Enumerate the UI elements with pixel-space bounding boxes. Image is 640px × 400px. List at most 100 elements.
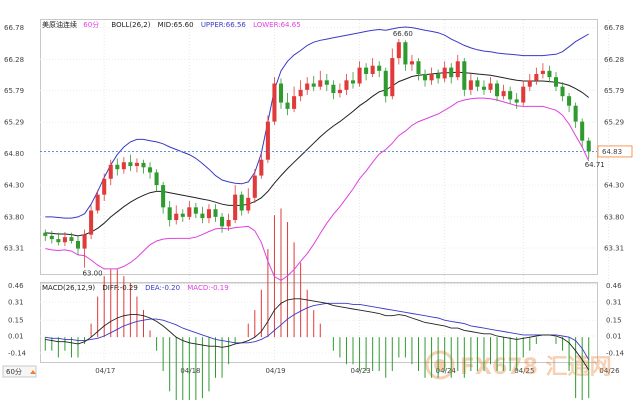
period-button[interactable]: 60分 [2,365,37,378]
candle-body [370,65,375,74]
candle-body [403,42,408,65]
candle-body [344,80,349,90]
macd-tick-right: 0.01 [606,333,622,341]
candle-body [167,207,172,221]
candle-body [436,73,441,79]
candle-body [409,61,414,65]
price-axis-ticks: 66.78 66.78 66.28 66.28 65.79 65.79 65.29 65.29… [4,24,624,252]
candle-body [377,65,382,71]
candle-body [305,83,310,90]
boll-mid-value: MID:65.60 [158,21,194,29]
candle-body [580,121,585,141]
price-tick-left: 63.80 [4,213,24,221]
macd-tick-right: -0.14 [606,349,625,357]
candle-body [390,58,395,97]
high-annotation: 66.60 [393,30,413,38]
candle-body [364,67,369,74]
candle-body [200,213,205,219]
candle-body [383,70,388,97]
candle-body [148,167,153,173]
date-tick-label: 04/23 [351,367,371,375]
candle-body [481,86,486,90]
candle-body [233,194,238,221]
symbol-name: 美原油连续 [42,20,77,29]
candle-body [180,213,185,217]
diff-line [45,298,590,371]
candle-body [252,175,257,198]
macd-tick-left: 0.46 [8,282,24,290]
price-tick-left: 64.30 [4,182,24,190]
last-low-annotation: 64.71 [585,161,605,169]
candle-body [43,232,48,236]
candle-body [462,61,467,90]
candle-body [514,99,519,103]
macd-axis-ticks: 0.46 0.46 0.31 0.31 0.15 0.15 0.01 0.01 -0.14 -0.… [8,282,625,358]
macd-macd-value: MACD:-0.19 [187,284,228,292]
candle-body [69,237,74,241]
current-price-tag: 64.83 [597,145,633,158]
date-tick-label: 04/17 [95,367,115,375]
macd-tick-right: 0.15 [606,317,622,325]
candle-body [331,84,336,94]
candle-body [292,96,297,109]
candle-body [134,162,139,167]
candle-body [350,80,356,84]
candle-body [128,162,133,167]
candle-body [108,164,113,179]
candle-body [423,73,428,81]
candle-body [357,67,362,84]
candle-body [265,121,270,160]
candle-body [573,105,578,122]
price-tick-right: 64.30 [604,182,624,190]
price-tick-right: 65.29 [604,119,624,127]
candle-body [89,210,94,235]
macd-tick-left: 0.01 [8,333,24,341]
candle-body [527,80,532,87]
price-tick-left: 65.29 [4,119,24,127]
candle-body [49,235,54,240]
candle-body [567,96,572,106]
boll-lower-value: LOWER:64.65 [253,21,301,29]
boll-name: BOLL(26,2) [111,21,150,29]
candle-body [495,83,500,97]
macd-tick-left: 0.15 [8,317,24,325]
candle-body [121,162,126,170]
candle-body [161,185,166,208]
candle-body [553,77,559,87]
candle-body [442,67,447,79]
candle-body [115,164,120,170]
macd-dea-value: DEA:-0.20 [145,284,180,292]
boll-mid-band [45,71,590,237]
low-annotation: 63.00 [83,270,103,278]
candle-body [547,70,552,78]
candle-body [213,209,218,217]
candle-body [416,61,421,74]
candle-body [75,240,81,249]
period-button-label[interactable]: 60分 [6,367,22,376]
period-tag: 60分 [83,20,99,29]
chevron-up-icon[interactable] [30,370,36,374]
candle-body [501,91,506,97]
candle-body [246,197,251,211]
macd-tick-left: 0.31 [8,299,24,307]
candle-body [102,178,107,195]
candle-body [324,80,329,85]
price-tick-left: 66.78 [4,24,24,32]
date-axis-ticks: 04/17 04/18 04/19 04/23 04/24 04/25 04/26 [95,367,620,375]
date-tick-label: 04/26 [599,367,620,375]
candle-body [278,83,284,103]
price-header: 美原油连续 60分 BOLL(26,2) MID:65.60 UPPER:66.… [42,20,301,29]
candle-body [508,91,513,100]
candle-body [449,67,454,78]
candle-body [475,80,480,87]
dea-line [45,302,590,360]
candle-body [337,89,342,94]
candle-body [220,216,225,227]
candle-body [468,80,473,90]
candle-body [318,80,323,87]
candle-body [540,70,545,74]
candle-body [311,83,316,87]
price-panel-frame [40,19,598,275]
